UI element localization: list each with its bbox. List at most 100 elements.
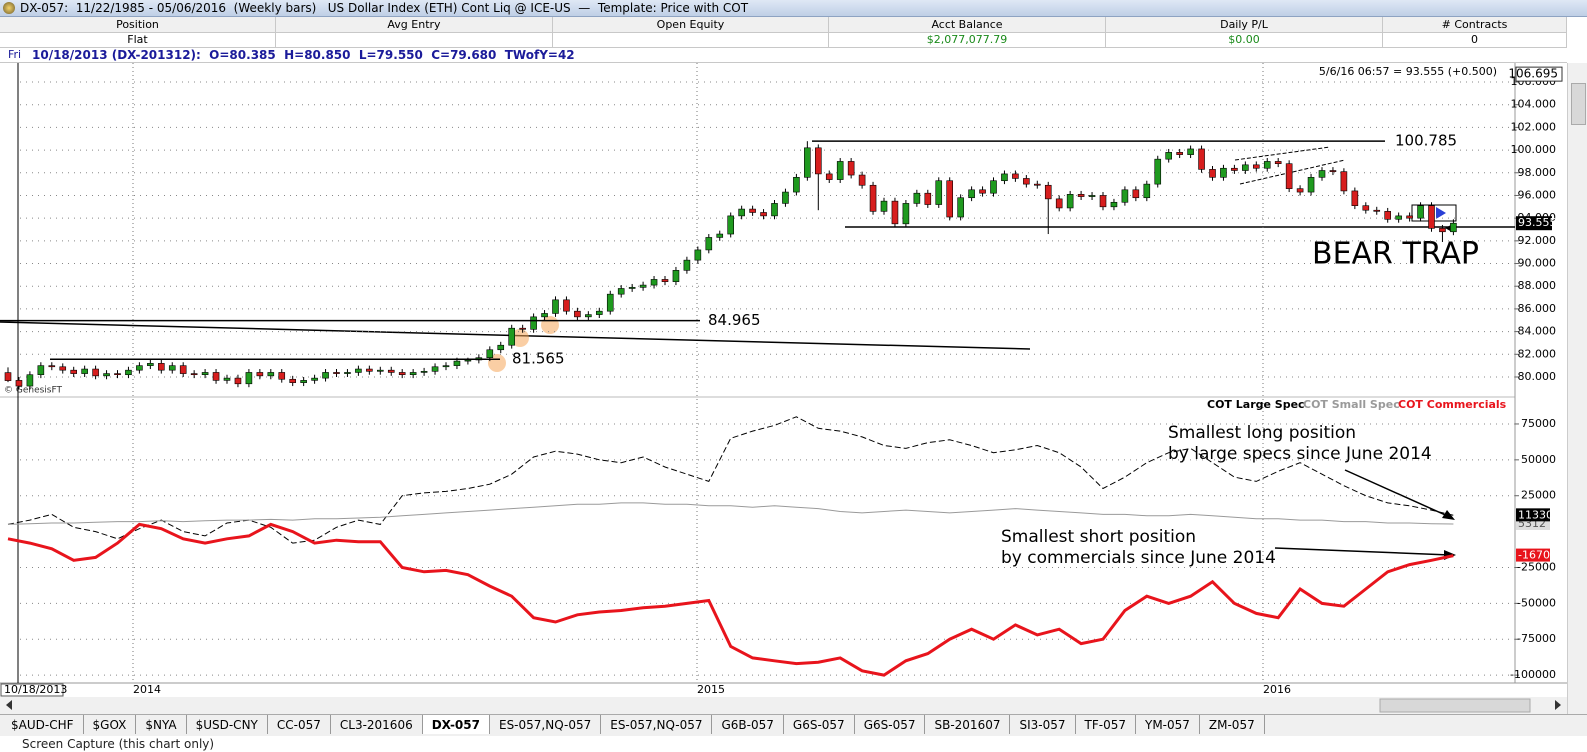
candle-body — [782, 191, 789, 204]
candle-body — [464, 359, 472, 362]
last-value-box — [1516, 548, 1550, 562]
symbol-tab[interactable]: ZM-057 — [1200, 715, 1265, 734]
y-tick-label: 75000 — [1521, 417, 1556, 430]
symbol-tab[interactable]: ES-057,NQ-057 — [490, 715, 602, 734]
symbol-tab[interactable]: $AUD-CHF — [2, 715, 84, 734]
symbol-tab[interactable]: SB-201607 — [925, 715, 1011, 734]
symbol-tab[interactable]: $USD-CNY — [187, 715, 268, 734]
candle-body — [37, 365, 45, 376]
symbol-tabs: $AUD-CHF $GOX $NYA $USD-CNY CC-057 CL3-201606… — [0, 714, 1587, 736]
candle-body — [1034, 183, 1041, 186]
symbol-tab[interactable]: CC-057 — [268, 715, 331, 734]
candle-body — [168, 365, 176, 371]
candle-body — [1187, 148, 1194, 155]
title-bar: DX-057: 11/22/1985 - 05/06/2016 (Weekly … — [0, 0, 1587, 17]
table-column: Position Flat — [0, 17, 276, 47]
h-scrollbar[interactable] — [0, 697, 1567, 714]
last-value-box — [1516, 216, 1552, 231]
candle-body — [1066, 194, 1074, 209]
candle-body — [1384, 211, 1391, 220]
year-label: 2016 — [1263, 683, 1291, 696]
candle-body — [705, 237, 713, 251]
candle-body — [1077, 194, 1085, 197]
candle-body — [366, 368, 373, 372]
first-date: 10/18/2013 — [4, 683, 67, 696]
candle-body — [519, 327, 526, 330]
symbol-tab[interactable]: G6S-057 — [784, 715, 855, 734]
candle-body — [1001, 173, 1008, 182]
bar-values: 10/18/2013 (DX-201312): O=80.385 H=80.85… — [32, 48, 575, 62]
candle-body — [1110, 201, 1118, 208]
candle-body — [836, 161, 844, 180]
candle-body — [661, 279, 669, 282]
column-value — [553, 33, 828, 47]
y-tick-label: -75000 — [1517, 632, 1556, 645]
scroll-left[interactable] — [6, 700, 12, 710]
candle-body — [48, 365, 56, 368]
column-value — [276, 33, 552, 47]
candle-body — [1274, 161, 1282, 165]
marker — [1436, 207, 1446, 219]
candle-body — [650, 279, 658, 286]
candle-body — [442, 365, 450, 368]
candle-body — [344, 372, 351, 374]
candle-body — [59, 366, 67, 371]
chart-background — [0, 63, 1567, 714]
last-value-label: 93.555 — [1518, 216, 1557, 229]
scroll-right[interactable] — [1555, 700, 1561, 710]
candle-body — [1296, 188, 1304, 193]
candle-body — [825, 173, 833, 180]
y-tick-label: 104.000 — [1511, 98, 1557, 111]
candle-body — [1340, 171, 1348, 192]
y-tick-label: 100.000 — [1511, 143, 1557, 156]
app-icon — [3, 2, 15, 14]
candle-body — [957, 197, 964, 218]
arrow-head — [1442, 510, 1455, 520]
symbol-tab[interactable]: CL3-201606 — [331, 715, 423, 734]
candle-body — [694, 249, 702, 261]
candle-body — [760, 212, 767, 217]
candle-body — [1055, 198, 1063, 209]
candle-body — [453, 360, 461, 366]
cot-line — [7, 502, 1454, 525]
candle-body — [1428, 205, 1435, 229]
y-tick-label: -25000 — [1517, 560, 1556, 573]
candle-body — [1307, 177, 1315, 193]
symbol-tab[interactable]: $GOX — [84, 715, 137, 734]
candle-body — [585, 314, 592, 318]
candle-body — [672, 270, 680, 282]
symbol-tab[interactable]: G6S-057 — [855, 715, 926, 734]
candle-body — [289, 378, 297, 383]
candle-body — [1088, 195, 1096, 197]
candle-body — [311, 377, 318, 381]
candle-body — [508, 327, 516, 346]
scroll-thumb[interactable] — [1571, 83, 1586, 125]
symbol-tab[interactable]: TF-057 — [1076, 715, 1136, 734]
position-table: Position Flat Avg Entry Open Equity Acct Bal… — [0, 17, 1567, 47]
y-tick-label: -50000 — [1517, 596, 1556, 609]
symbol-tab[interactable]: G6B-057 — [712, 715, 784, 734]
candle-body — [990, 180, 997, 194]
y-tick-label: -100000 — [1510, 668, 1556, 681]
candle-body — [935, 180, 943, 205]
symbol-tab[interactable]: ES-057,NQ-057 — [601, 715, 713, 734]
symbol-tab[interactable]: SI3-057 — [1010, 715, 1076, 734]
table-column: Open Equity — [553, 17, 829, 47]
y-tick-label: 82.000 — [1518, 347, 1557, 360]
candle-body — [530, 316, 537, 330]
column-value: $2,077,077.79 — [926, 33, 1008, 46]
candle-body — [563, 299, 570, 312]
scroll-thumb[interactable] — [1379, 698, 1531, 713]
symbol-tab[interactable]: YM-057 — [1136, 715, 1200, 734]
symbol-tab[interactable]: $NYA — [136, 715, 187, 734]
y-tick-label: 102.000 — [1511, 120, 1557, 133]
window-title: DX-057: 11/22/1985 - 05/06/2016 (Weekly … — [20, 1, 749, 15]
candle-body — [1176, 152, 1183, 155]
annotation: by large specs since June 2014 — [1168, 444, 1432, 464]
candle-body — [880, 200, 888, 212]
candle-body — [1362, 205, 1370, 211]
candle-body — [1209, 169, 1216, 178]
candle-body — [212, 372, 220, 381]
v-scrollbar[interactable] — [1567, 63, 1587, 714]
symbol-tab[interactable]: DX-057 — [422, 715, 490, 734]
